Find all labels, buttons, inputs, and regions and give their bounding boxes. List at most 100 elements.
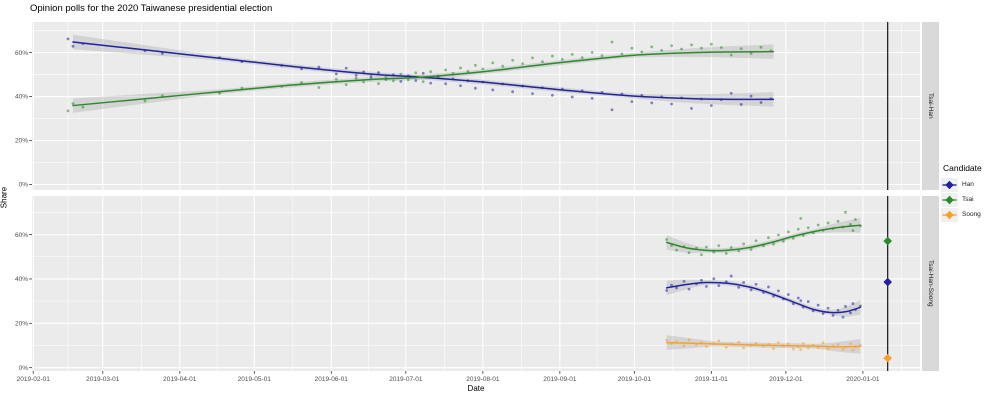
- poll-point: [66, 37, 70, 41]
- poll-point: [737, 285, 741, 289]
- poll-point: [712, 277, 716, 281]
- poll-point: [344, 66, 348, 70]
- poll-point: [759, 45, 763, 49]
- poll-point: [742, 281, 746, 284]
- poll-point: [354, 74, 358, 77]
- poll-point: [473, 63, 477, 67]
- poll-point: [749, 94, 753, 98]
- election-result-marker-han: [883, 277, 893, 287]
- poll-point: [777, 289, 780, 293]
- poll-point: [799, 299, 803, 303]
- poll-point: [749, 52, 753, 55]
- poll-point: [851, 229, 855, 233]
- poll-point: [767, 285, 770, 289]
- poll-point: [392, 79, 395, 83]
- poll-point: [826, 347, 830, 351]
- poll-point: [729, 246, 733, 249]
- poll-point: [414, 71, 418, 75]
- poll-point: [844, 305, 847, 308]
- poll-point: [143, 99, 147, 103]
- poll-point: [791, 347, 795, 351]
- poll-point: [729, 91, 733, 95]
- legend-symbol: [942, 195, 957, 204]
- poll-point: [481, 67, 485, 71]
- poll-point: [511, 90, 515, 94]
- poll-point: [550, 54, 554, 58]
- facet-strip-tsai-han: Tsai-Han: [922, 22, 939, 190]
- poll-point: [836, 308, 840, 312]
- poll-point: [777, 233, 780, 237]
- legend-item-label: Soong: [962, 211, 981, 218]
- poll-point: [704, 285, 708, 288]
- poll-point: [754, 341, 758, 345]
- legend-key-diamond-icon: [941, 177, 958, 192]
- poll-point: [541, 60, 544, 64]
- poll-point: [675, 248, 678, 252]
- poll-point: [786, 230, 790, 234]
- poll-point: [717, 339, 721, 343]
- poll-point: [767, 236, 770, 240]
- x-tick-label: 2019-07-01: [389, 376, 423, 383]
- y-tick-label: 40%: [15, 94, 28, 101]
- poll-point: [687, 338, 691, 342]
- trend-line-soong: [665, 341, 862, 348]
- y-tick-label: 60%: [15, 50, 28, 57]
- trend-line-tsai: [72, 50, 775, 107]
- poll-point: [660, 48, 664, 52]
- poll-point: [670, 44, 674, 48]
- poll-point: [531, 92, 534, 96]
- poll-point: [317, 65, 321, 69]
- poll-point: [377, 82, 380, 85]
- poll-point: [81, 105, 85, 109]
- poll-point: [806, 346, 810, 350]
- poll-point: [841, 348, 845, 351]
- legend-item-label: Han: [962, 181, 974, 188]
- poll-point: [550, 93, 554, 97]
- x-tick-label: 2019-11-01: [695, 376, 728, 383]
- poll-point: [682, 279, 686, 283]
- poll-point: [344, 83, 348, 87]
- poll-point: [772, 242, 775, 246]
- poll-point: [799, 348, 803, 352]
- x-tick-label: 2019-04-01: [163, 376, 197, 383]
- poll-point: [724, 252, 728, 255]
- poll-point: [665, 289, 669, 292]
- x-axis-title: Date: [467, 384, 485, 393]
- poll-point: [772, 347, 775, 350]
- confidence-band-han: [666, 279, 861, 317]
- facet-strip-label: Tsai-Han-Soong: [927, 260, 934, 307]
- legend-title: Candidate: [943, 163, 982, 173]
- y-tick-label: 60%: [15, 232, 28, 239]
- legend-key-diamond-icon: [941, 192, 958, 207]
- poll-point: [240, 86, 244, 90]
- poll-point: [687, 287, 691, 291]
- poll-point: [717, 284, 721, 288]
- poll-point: [630, 46, 634, 50]
- x-tick-label: 2019-06-01: [315, 376, 349, 383]
- y-tick-label: 0%: [19, 182, 29, 189]
- poll-point: [560, 57, 564, 61]
- x-tick-label: 2019-09-01: [543, 376, 577, 383]
- poll-point: [421, 80, 425, 83]
- poll-point: [851, 348, 855, 352]
- poll-point: [712, 250, 716, 254]
- poll-point: [821, 341, 825, 345]
- confidence-band-tsai: [72, 44, 774, 113]
- poll-point: [742, 346, 746, 350]
- poll-point: [650, 101, 654, 105]
- poll-point: [796, 227, 800, 231]
- trend-line-tsai: [665, 224, 862, 252]
- trend-line-han: [665, 281, 862, 314]
- poll-point: [334, 72, 338, 76]
- poll-point: [399, 79, 403, 83]
- poll-point: [844, 210, 847, 214]
- poll-point: [670, 283, 674, 287]
- legend: Candidate Han Tsai Soong: [941, 163, 1000, 222]
- poll-point: [749, 248, 753, 251]
- poll-point: [466, 69, 470, 73]
- poll-point: [675, 286, 678, 290]
- poll-point: [737, 340, 741, 344]
- poll-point: [786, 342, 790, 346]
- y-tick-label: 20%: [15, 321, 28, 328]
- poll-point: [665, 238, 669, 241]
